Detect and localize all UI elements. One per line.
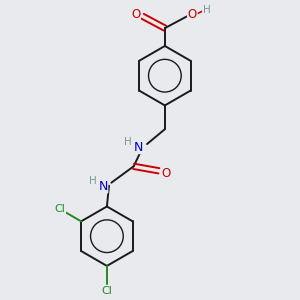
Text: O: O xyxy=(162,167,171,180)
Text: H: H xyxy=(124,137,132,147)
Text: Cl: Cl xyxy=(55,204,65,214)
Text: N: N xyxy=(134,140,143,154)
Text: Cl: Cl xyxy=(101,286,112,296)
Text: N: N xyxy=(98,180,108,193)
Text: H: H xyxy=(89,176,97,186)
Text: H: H xyxy=(202,5,210,15)
Text: O: O xyxy=(188,8,197,21)
Text: O: O xyxy=(131,8,140,21)
